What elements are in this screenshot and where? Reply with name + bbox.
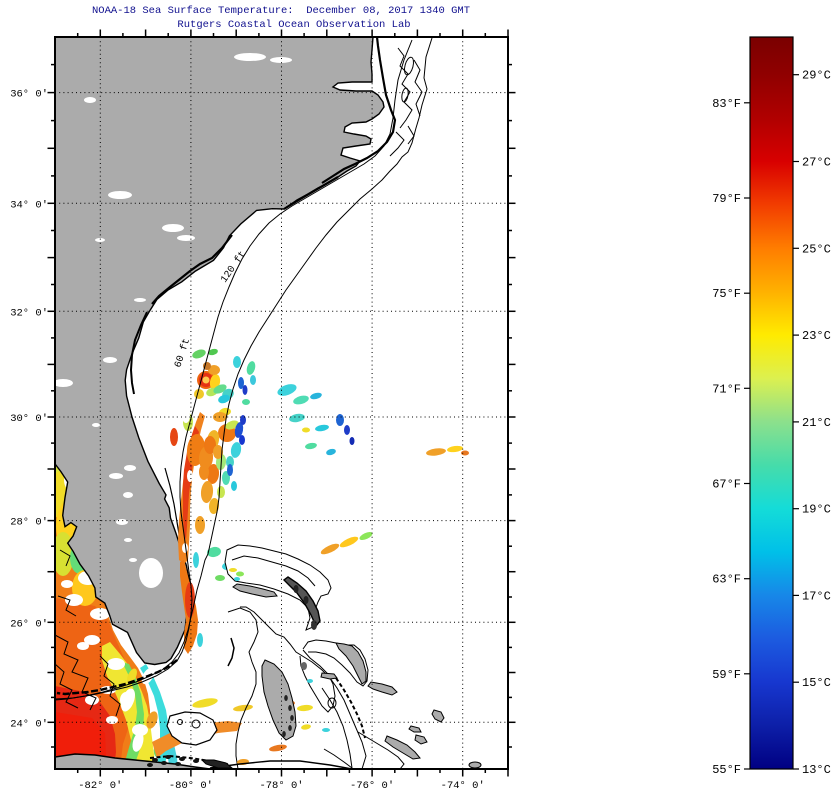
svg-text:21°C: 21°C	[802, 416, 831, 430]
svg-text:67°F: 67°F	[712, 478, 741, 492]
svg-text:75°F: 75°F	[712, 287, 741, 301]
svg-text:-74° 0': -74° 0'	[441, 780, 485, 792]
svg-text:83°F: 83°F	[712, 97, 741, 111]
svg-text:30° 0': 30° 0'	[10, 413, 48, 425]
svg-text:15°C: 15°C	[802, 676, 831, 690]
svg-text:13°C: 13°C	[802, 763, 831, 777]
svg-text:-82° 0': -82° 0'	[78, 780, 122, 792]
svg-text:29°C: 29°C	[802, 69, 831, 83]
svg-text:17°C: 17°C	[802, 589, 831, 603]
svg-text:-76° 0': -76° 0'	[350, 780, 394, 792]
svg-text:NOAA-18 Sea Surface Temperatur: NOAA-18 Sea Surface Temperature: Decembe…	[92, 5, 470, 17]
svg-text:-78° 0': -78° 0'	[259, 780, 303, 792]
svg-text:26° 0': 26° 0'	[10, 618, 48, 630]
svg-text:28° 0': 28° 0'	[10, 517, 48, 529]
svg-text:23°C: 23°C	[802, 329, 831, 343]
svg-text:19°C: 19°C	[802, 503, 831, 517]
svg-text:79°F: 79°F	[712, 192, 741, 206]
svg-text:59°F: 59°F	[712, 668, 741, 682]
svg-text:25°C: 25°C	[802, 242, 831, 256]
svg-text:32° 0': 32° 0'	[10, 307, 48, 319]
svg-text:-80° 0': -80° 0'	[169, 780, 213, 792]
svg-text:36° 0': 36° 0'	[10, 89, 48, 101]
svg-text:27°C: 27°C	[802, 156, 831, 170]
svg-text:71°F: 71°F	[712, 382, 741, 396]
svg-text:Rutgers Coastal Ocean Observat: Rutgers Coastal Ocean Observation Lab	[177, 19, 410, 31]
svg-text:55°F: 55°F	[712, 763, 741, 777]
svg-text:63°F: 63°F	[712, 573, 741, 587]
svg-text:34° 0': 34° 0'	[10, 199, 48, 211]
svg-text:24° 0': 24° 0'	[10, 718, 48, 730]
